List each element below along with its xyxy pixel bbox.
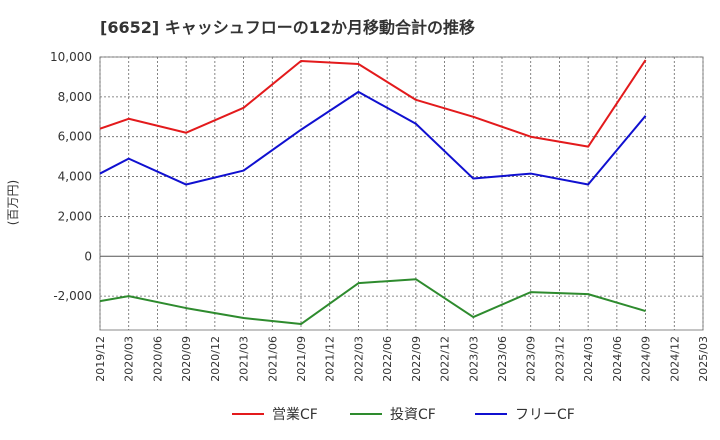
x-tick-label: 2020/12 xyxy=(209,336,222,382)
legend-label: 営業CF xyxy=(272,407,318,423)
x-tick-label: 2024/09 xyxy=(640,336,653,382)
x-tick-label: 2025/03 xyxy=(697,336,710,382)
legend: 営業CF 投資CF フリーCF xyxy=(232,407,575,423)
series-lines xyxy=(99,59,647,326)
plot-background xyxy=(99,56,704,331)
x-tick-label: 2023/03 xyxy=(467,336,480,382)
y-tick-label: 6,000 xyxy=(58,130,92,144)
x-tick-label: 2021/09 xyxy=(295,336,308,382)
x-tick-label: 2019/12 xyxy=(94,336,107,382)
x-tick-label: 2022/06 xyxy=(381,336,394,382)
x-tick-label: 2020/03 xyxy=(123,336,136,382)
x-tick-label: 2021/06 xyxy=(266,336,279,382)
x-tick-label: 2020/06 xyxy=(151,336,164,382)
x-tick-label: 2022/09 xyxy=(410,336,423,382)
x-tick-label: 2020/09 xyxy=(180,336,193,382)
x-tick-label: 2022/03 xyxy=(352,336,365,382)
legend-label: フリーCF xyxy=(515,407,575,423)
x-tick-label: 2022/12 xyxy=(439,336,452,382)
y-tick-label: 4,000 xyxy=(58,170,92,184)
x-tick-label: 2023/06 xyxy=(496,336,509,382)
x-tick-label: 2024/06 xyxy=(611,336,624,382)
plot-area xyxy=(99,56,704,331)
x-tick-label: 2023/12 xyxy=(553,336,566,382)
x-tick-label: 2021/12 xyxy=(324,336,337,382)
y-tick-label: 0 xyxy=(84,249,92,263)
x-axis: 2019/12 2020/03 2020/06 2020/09 2020/12 2021/… xyxy=(94,336,710,382)
y-tick-label: 2,000 xyxy=(58,209,92,223)
x-tick-label: 2023/09 xyxy=(525,336,538,382)
x-tick-label: 2024/12 xyxy=(668,336,681,382)
y-axis: -2,000 0 2,000 4,000 6,000 8,000 10,000 xyxy=(50,50,92,303)
y-tick-label: -2,000 xyxy=(53,289,92,303)
x-tick-label: 2024/03 xyxy=(582,336,595,382)
y-tick-label: 8,000 xyxy=(58,90,92,104)
x-tick-label: 2021/03 xyxy=(238,336,251,382)
chart-title: [6652] キャッシュフローの12か月移動合計の推移 xyxy=(100,18,475,37)
legend-label: 投資CF xyxy=(390,407,436,423)
y-tick-label: 10,000 xyxy=(50,50,92,64)
